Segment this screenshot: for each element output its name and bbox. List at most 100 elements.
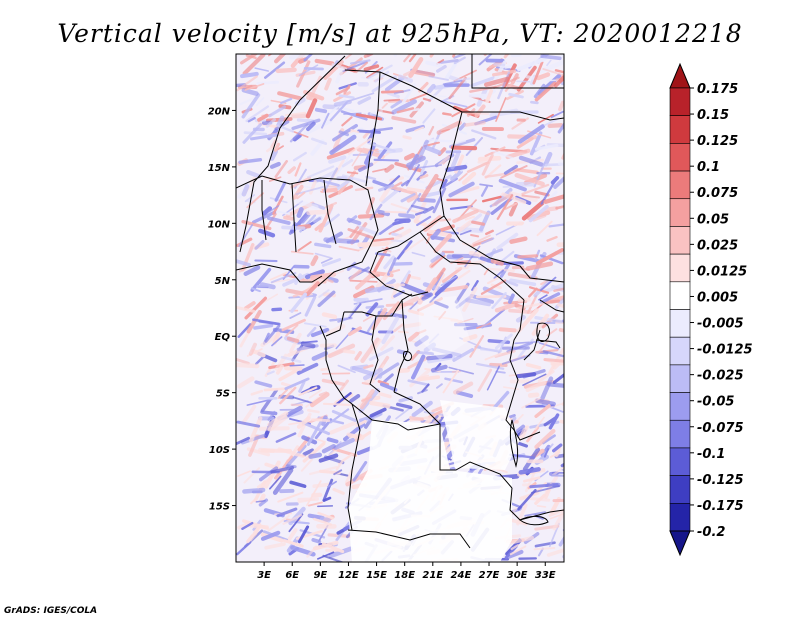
field-streak xyxy=(453,56,466,65)
field-streak xyxy=(543,357,564,363)
field-streak xyxy=(553,176,564,189)
field-streak xyxy=(457,317,474,324)
field-streak xyxy=(454,266,469,270)
field-streak xyxy=(311,538,322,544)
field-streak xyxy=(517,124,545,144)
field-streak xyxy=(532,214,547,222)
field-streak xyxy=(250,495,260,505)
field-streak xyxy=(509,278,537,287)
field-streak xyxy=(305,269,325,280)
field-streak xyxy=(312,215,323,223)
field-streak xyxy=(452,54,456,58)
field-streak xyxy=(397,367,411,374)
field-streak xyxy=(480,185,489,197)
field-streak xyxy=(269,475,282,490)
field-streak xyxy=(423,342,437,353)
field-streak xyxy=(448,366,475,375)
field-streak xyxy=(405,124,425,133)
field-streak xyxy=(337,316,352,323)
colorbar-label: -0.05 xyxy=(697,395,734,410)
field-streak xyxy=(274,54,287,64)
field-streak xyxy=(338,130,349,137)
field-streak xyxy=(309,392,330,408)
field-streak xyxy=(275,67,297,74)
field-streak xyxy=(561,554,564,559)
field-streak xyxy=(254,240,265,250)
field-streak xyxy=(242,519,269,530)
field-streak xyxy=(380,382,398,392)
field-streak xyxy=(245,105,270,123)
field-streak xyxy=(419,173,429,180)
field-streak xyxy=(514,172,545,187)
field-streak xyxy=(377,141,393,160)
field-streak xyxy=(396,402,413,410)
field-streak xyxy=(375,147,403,155)
field-streak xyxy=(534,316,563,324)
field-streak xyxy=(409,92,429,101)
field-streak xyxy=(542,282,564,294)
field-streak xyxy=(238,266,247,273)
field-streak xyxy=(380,335,395,351)
field-streak xyxy=(241,87,259,96)
field-streak xyxy=(422,108,436,124)
field-streak xyxy=(243,467,260,484)
field-streak xyxy=(254,259,278,263)
field-streak xyxy=(543,151,553,167)
field-streak xyxy=(276,507,298,518)
field-streak xyxy=(373,158,400,162)
field-streak xyxy=(378,183,395,192)
field-streak xyxy=(498,178,527,192)
field-streak xyxy=(346,92,375,103)
field-streak xyxy=(541,434,556,445)
field-streak xyxy=(258,228,276,238)
field-streak xyxy=(296,416,311,429)
field-streak xyxy=(298,386,318,397)
field-streak xyxy=(363,64,380,72)
field-streak xyxy=(377,209,391,217)
field-streak xyxy=(282,272,310,287)
field-streak xyxy=(296,207,304,218)
field-streak xyxy=(274,160,289,178)
field-streak xyxy=(528,287,538,298)
field-streak xyxy=(277,388,288,399)
field-streak xyxy=(505,535,534,546)
field-streak xyxy=(256,284,272,288)
field-streak xyxy=(479,347,503,353)
field-streak xyxy=(484,352,502,361)
field-streak xyxy=(381,102,388,109)
field-streak xyxy=(277,447,305,459)
field-streak xyxy=(344,54,354,60)
field-streak xyxy=(352,461,368,482)
colorbar-label: -0.1 xyxy=(697,447,725,462)
field-streak xyxy=(241,521,254,530)
field-streak xyxy=(356,225,380,236)
field-streak xyxy=(525,261,554,271)
field-streak xyxy=(554,453,564,459)
field-streak xyxy=(306,209,329,216)
field-streak xyxy=(521,194,540,199)
field-streak xyxy=(389,268,401,274)
field-streak xyxy=(246,169,262,179)
field-streak xyxy=(407,331,420,342)
field-streak xyxy=(452,348,474,362)
field-streak xyxy=(248,342,257,356)
field-streak xyxy=(495,97,507,122)
field-streak xyxy=(365,302,379,317)
lat-tick-label: 15S xyxy=(209,502,230,513)
field-streak xyxy=(311,350,329,361)
field-streak xyxy=(529,483,559,489)
field-streak xyxy=(546,548,564,557)
field-streak xyxy=(390,100,403,109)
field-streak xyxy=(486,365,501,391)
field-streak xyxy=(357,213,385,219)
field-streak xyxy=(236,541,252,556)
field-streak xyxy=(430,364,448,373)
field-streak xyxy=(536,72,551,81)
field-streak xyxy=(442,112,452,116)
field-streak xyxy=(437,59,459,65)
field-streak xyxy=(542,350,564,358)
field-streak xyxy=(414,335,429,347)
field-streak xyxy=(424,145,442,155)
field-streak xyxy=(292,130,309,138)
field-streak xyxy=(369,407,387,418)
